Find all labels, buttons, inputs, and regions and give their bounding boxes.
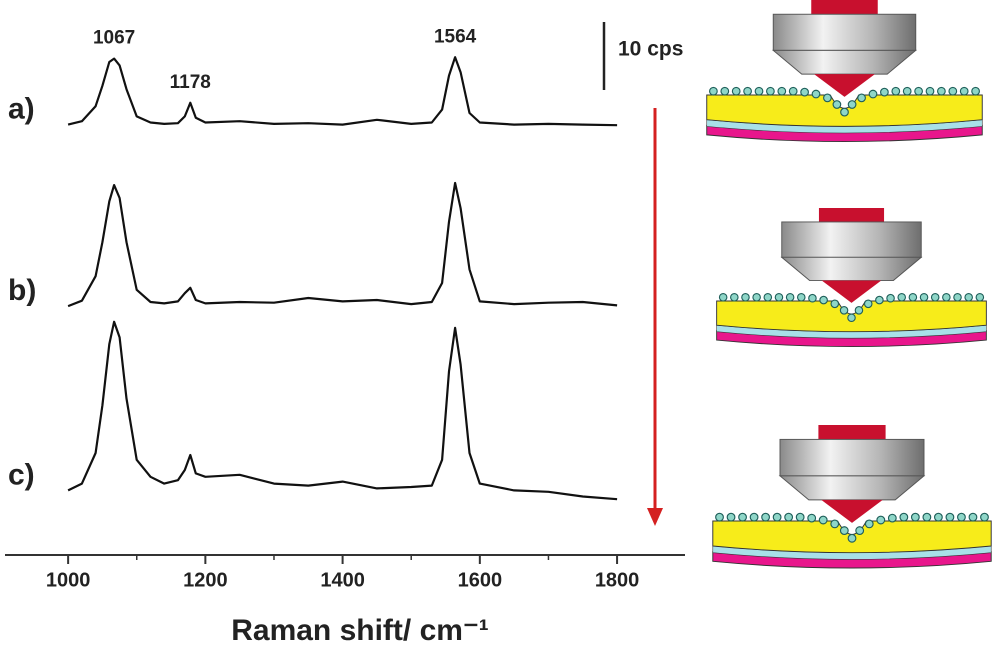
x-tick-label: 1000 [46, 569, 91, 591]
spectrum [67, 320, 618, 501]
x-tick-label: 1200 [183, 569, 228, 591]
scale-bar-label: 10 cps [618, 38, 683, 61]
setup-a [706, 0, 983, 143]
spectrum [67, 56, 618, 127]
spectrum [67, 181, 618, 308]
setup-b [716, 207, 987, 348]
series-name: b) [8, 274, 36, 307]
series-name: a) [8, 92, 35, 125]
x-tick-label: 1800 [595, 569, 640, 591]
setup-c [712, 424, 992, 569]
x-axis-label: Raman shift/ cm⁻¹ [231, 614, 489, 647]
schematic [706, 0, 992, 569]
peak-label: 1178 [170, 72, 211, 93]
x-tick-label: 1400 [320, 569, 365, 591]
peak-label: 1067 [93, 28, 135, 49]
x-tick-label: 1600 [458, 569, 503, 591]
series-name: c) [8, 458, 35, 491]
progress-arrow [647, 108, 663, 526]
peak-label: 1564 [434, 26, 477, 47]
